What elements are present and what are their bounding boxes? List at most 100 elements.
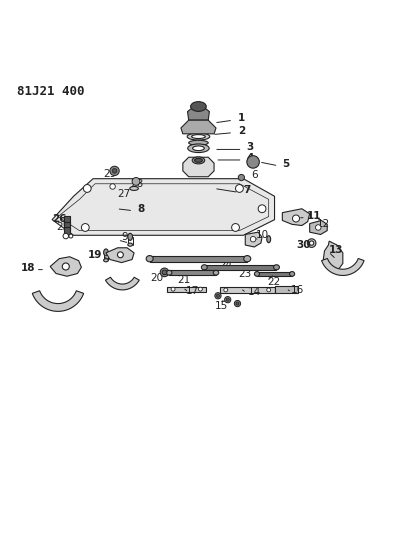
Ellipse shape	[189, 140, 208, 146]
Ellipse shape	[274, 265, 279, 270]
Circle shape	[238, 174, 244, 181]
Text: 6: 6	[251, 170, 257, 180]
Text: 27: 27	[118, 189, 131, 199]
Ellipse shape	[290, 272, 295, 276]
Bar	[64, 216, 70, 224]
Ellipse shape	[104, 259, 108, 262]
Polygon shape	[220, 287, 275, 293]
Circle shape	[81, 223, 89, 231]
Text: 19: 19	[88, 250, 102, 260]
Text: 5: 5	[283, 159, 290, 169]
Circle shape	[316, 225, 321, 230]
Ellipse shape	[201, 265, 207, 270]
Bar	[169, 270, 216, 275]
Circle shape	[292, 215, 299, 222]
Ellipse shape	[128, 233, 132, 240]
Circle shape	[250, 237, 256, 242]
Polygon shape	[181, 120, 216, 134]
Ellipse shape	[187, 133, 210, 140]
Circle shape	[235, 184, 243, 192]
Circle shape	[215, 293, 221, 299]
Circle shape	[247, 156, 259, 168]
Circle shape	[258, 205, 266, 213]
Circle shape	[231, 223, 239, 231]
Text: 12: 12	[317, 220, 330, 229]
Ellipse shape	[146, 256, 153, 262]
Polygon shape	[310, 221, 327, 235]
Circle shape	[83, 184, 91, 192]
Text: 7: 7	[243, 185, 250, 196]
Ellipse shape	[118, 252, 123, 258]
Text: 14: 14	[248, 287, 261, 297]
Circle shape	[234, 301, 241, 306]
Circle shape	[63, 233, 68, 239]
Ellipse shape	[191, 102, 206, 111]
Polygon shape	[106, 248, 134, 263]
Text: 24: 24	[219, 260, 232, 270]
Text: 4: 4	[247, 153, 254, 163]
Polygon shape	[167, 287, 206, 292]
Circle shape	[236, 302, 239, 305]
Bar	[64, 222, 70, 230]
Ellipse shape	[162, 270, 167, 274]
Circle shape	[226, 298, 229, 301]
Ellipse shape	[307, 239, 316, 247]
Text: 2: 2	[238, 126, 245, 136]
Circle shape	[224, 296, 231, 303]
Text: 26: 26	[52, 214, 66, 224]
Circle shape	[267, 288, 271, 292]
Text: 9: 9	[121, 232, 128, 242]
Text: 13: 13	[329, 245, 343, 255]
Ellipse shape	[309, 241, 314, 245]
Circle shape	[110, 166, 119, 175]
Text: 28: 28	[130, 179, 144, 189]
Text: 25: 25	[57, 222, 70, 232]
Text: 1: 1	[238, 113, 245, 123]
Polygon shape	[52, 179, 275, 235]
Ellipse shape	[193, 146, 204, 151]
Text: 29: 29	[103, 168, 116, 179]
Ellipse shape	[104, 249, 108, 256]
Text: 20: 20	[150, 273, 163, 283]
Circle shape	[224, 288, 228, 292]
Text: 11: 11	[306, 211, 321, 221]
Ellipse shape	[188, 144, 209, 152]
Polygon shape	[183, 157, 214, 177]
Ellipse shape	[267, 236, 271, 243]
Polygon shape	[282, 209, 310, 225]
Circle shape	[110, 184, 115, 189]
Ellipse shape	[254, 272, 259, 276]
Text: 3: 3	[247, 142, 254, 152]
Ellipse shape	[192, 135, 205, 139]
Text: 16: 16	[290, 285, 304, 295]
Bar	[150, 256, 247, 262]
Polygon shape	[245, 232, 262, 247]
Ellipse shape	[195, 158, 202, 163]
Text: 17: 17	[186, 286, 199, 296]
Ellipse shape	[167, 270, 172, 275]
Ellipse shape	[213, 270, 219, 275]
Text: 10: 10	[255, 230, 269, 240]
Ellipse shape	[192, 157, 205, 164]
Polygon shape	[50, 257, 81, 276]
Text: 23: 23	[239, 269, 252, 279]
Ellipse shape	[128, 243, 132, 246]
Text: 8: 8	[138, 204, 145, 214]
Polygon shape	[105, 277, 139, 290]
Text: 30: 30	[297, 240, 311, 250]
Ellipse shape	[130, 187, 138, 190]
Ellipse shape	[244, 256, 251, 262]
Ellipse shape	[62, 263, 69, 270]
Circle shape	[132, 177, 140, 185]
Text: 18: 18	[21, 263, 35, 273]
Bar	[257, 272, 292, 276]
Text: 15: 15	[215, 301, 228, 311]
Circle shape	[112, 168, 117, 173]
Text: 22: 22	[267, 277, 280, 287]
Polygon shape	[275, 286, 298, 293]
Bar	[204, 264, 277, 270]
Circle shape	[69, 234, 73, 238]
Polygon shape	[32, 290, 84, 311]
Polygon shape	[187, 107, 209, 120]
Polygon shape	[321, 259, 364, 276]
